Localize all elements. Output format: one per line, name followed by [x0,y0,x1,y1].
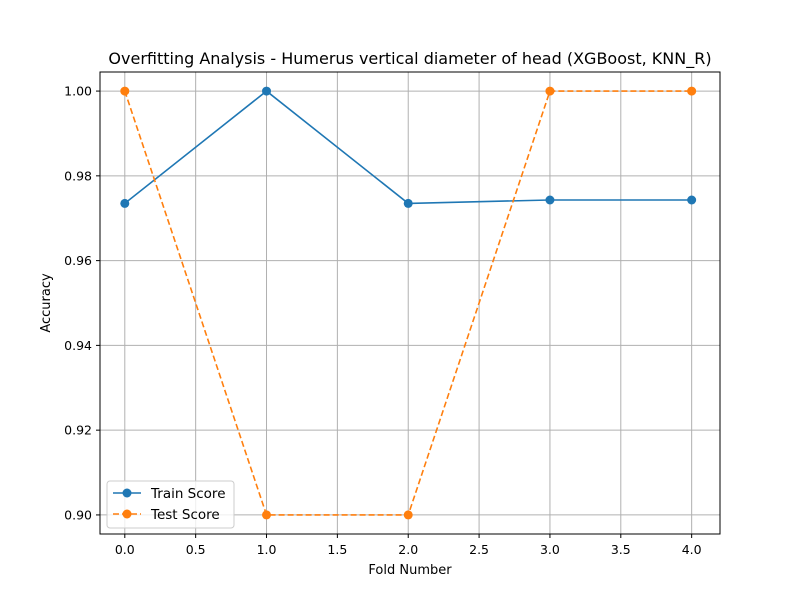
test-score-point [262,510,272,520]
x-tick-label: 0.5 [186,542,206,557]
y-tick-label: 0.94 [64,338,92,353]
grid-lines [100,72,720,534]
x-tick-label: 2.5 [469,542,489,557]
axis-ticks: 0.0 0.5 1.0 1.5 2.0 2.5 3.0 3.5 4.0 0.90 0.92 0.94 0… [64,84,701,557]
test-score-point [120,86,130,96]
legend-train-score-label: Train Score [150,486,226,502]
plot-frame [99,71,721,535]
y-tick-label: 1.00 [64,84,92,99]
chart-title: Overfitting Analysis - Humerus vertical … [108,49,711,69]
legend-test-score-label: Test Score [150,507,220,523]
x-tick-label: 3.5 [611,542,631,557]
y-tick-label: 0.96 [64,253,92,268]
x-tick-label: 1.5 [327,542,347,557]
train-score-point [403,198,413,208]
y-tick-label: 0.90 [64,507,92,522]
train-score-point [687,195,697,205]
legend-train-score-marker [122,488,132,498]
train-score-point [120,198,130,208]
series-layer [120,86,697,520]
train-score-point [262,86,272,96]
train-score-point [545,195,555,205]
y-tick-label: 0.92 [64,423,92,438]
x-tick-label: 4.0 [682,542,702,557]
test-score-point [687,86,697,96]
x-tick-label: 0.0 [115,542,135,557]
legend: Train Score Test Score [106,480,235,529]
legend-test-score-marker [122,509,132,519]
y-tick-label: 0.98 [64,168,92,183]
x-axis-label: Fold Number [368,563,452,578]
x-tick-label: 1.0 [257,542,277,557]
y-axis-label: Accuracy [39,273,54,333]
x-tick-label: 3.0 [540,542,560,557]
x-tick-label: 2.0 [398,542,418,557]
test-score-point [545,86,555,96]
test-score-point [403,510,413,520]
